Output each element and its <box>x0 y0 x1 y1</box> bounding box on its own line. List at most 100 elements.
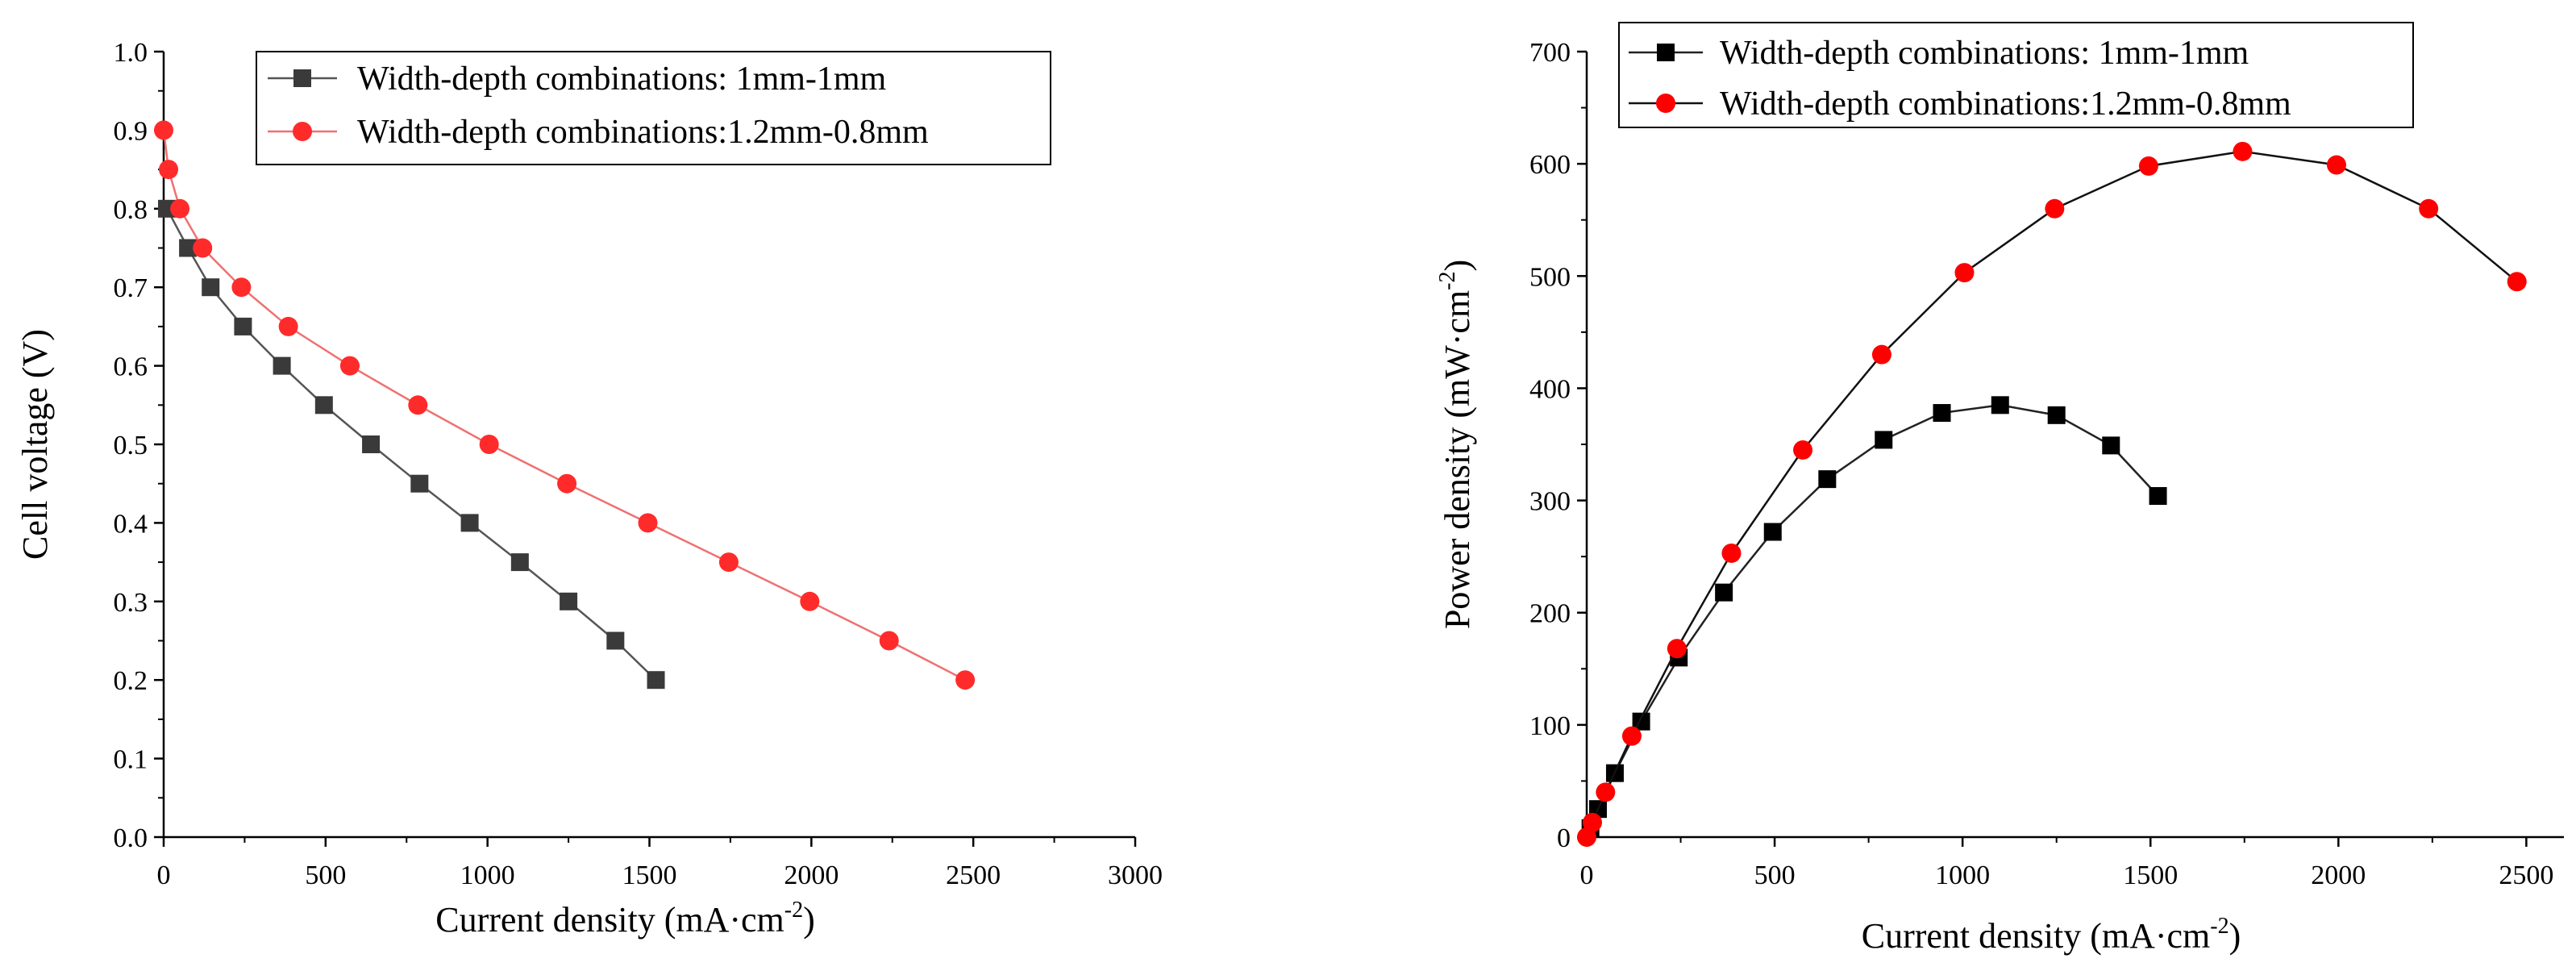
x-axis-title-tail: ) <box>803 900 815 940</box>
data-point-circle <box>2045 198 2065 219</box>
series-2 <box>1577 141 2527 847</box>
y-tick-label: 400 <box>1529 374 1571 404</box>
x-tick-label: 1000 <box>460 860 515 890</box>
data-point-circle <box>231 277 252 298</box>
legend-marker <box>293 69 311 87</box>
data-point-circle <box>278 316 298 336</box>
data-point-circle <box>1871 344 1891 365</box>
y-tick-label: 0.2 <box>114 666 148 696</box>
series-1 <box>1581 396 2167 837</box>
data-point-circle <box>557 473 577 494</box>
data-point-circle <box>1721 543 1742 563</box>
y-tick-label: 1.0 <box>114 38 148 68</box>
data-point-circle <box>2507 272 2527 292</box>
series-1 <box>158 199 665 690</box>
data-point-square <box>647 671 665 690</box>
data-point-circle <box>479 435 499 454</box>
data-point-square <box>1875 431 1893 449</box>
data-point-square <box>179 239 198 257</box>
data-point-square <box>510 553 529 572</box>
x-axis-title-main: Current density (mA·cm <box>435 900 784 940</box>
data-point-circle <box>1954 263 1975 283</box>
legend-box <box>1618 22 2414 128</box>
data-point-square <box>1991 396 2009 415</box>
data-point-square <box>606 631 625 650</box>
x-axis-title-sup: -2 <box>784 898 803 923</box>
y-tick-label: 200 <box>1529 599 1571 629</box>
data-point-circle <box>879 631 899 651</box>
legend-box <box>256 51 1051 165</box>
data-point-circle <box>2419 198 2439 219</box>
data-point-square <box>1763 523 1782 541</box>
y-tick-label: 0.7 <box>114 273 148 303</box>
y-tick-label: 0.0 <box>114 823 148 853</box>
y-tick-label: 100 <box>1529 711 1571 741</box>
data-point-circle <box>1621 726 1642 746</box>
data-point-circle <box>2326 155 2346 175</box>
y-axis-title-sup: -2 <box>1435 271 1460 290</box>
y-tick-label: 500 <box>1529 262 1571 292</box>
data-point-circle <box>1667 639 1687 659</box>
x-tick-label: 3000 <box>1108 860 1163 890</box>
data-point-circle <box>800 591 820 611</box>
y-axis-title-main: Cell voltage (V) <box>15 329 55 560</box>
legend-label: Width-depth combinations: 1mm-1mm <box>357 60 887 98</box>
x-tick-label: 2000 <box>2311 860 2366 890</box>
x-axis-title-main: Current density (mA·cm <box>1862 916 2211 956</box>
data-point-square <box>273 356 291 375</box>
legend-label: Width-depth combinations:1.2mm-0.8mm <box>357 114 929 151</box>
data-point-circle <box>955 670 976 690</box>
x-axis-title-sup: -2 <box>2210 914 2229 939</box>
data-point-circle <box>2233 141 2253 161</box>
y-tick-label: 0.9 <box>114 116 148 146</box>
x-axis-title-tail: ) <box>2229 916 2241 956</box>
data-point-circle <box>339 356 360 376</box>
data-point-square <box>2149 487 2167 506</box>
data-point-circle <box>1582 812 1602 832</box>
x-tick-label: 1000 <box>1935 860 1990 890</box>
legend: Width-depth combinations: 1mm-1mm Width-d… <box>1618 22 2414 128</box>
data-point-circle <box>193 238 213 258</box>
legend: Width-depth combinations: 1mm-1mm Width-d… <box>256 51 1051 165</box>
series-line <box>1585 150 2518 838</box>
data-point-circle <box>1577 827 1596 847</box>
data-point-square <box>560 592 578 610</box>
x-tick-label: 1500 <box>2123 860 2178 890</box>
legend-label: Width-depth combinations: 1mm-1mm <box>1720 35 2249 72</box>
data-point-square <box>2102 436 2120 455</box>
x-tick-label: 2500 <box>2499 860 2553 890</box>
legend-marker <box>293 122 312 141</box>
data-point-circle <box>159 160 179 180</box>
y-tick-label: 0 <box>1557 823 1571 853</box>
data-point-circle <box>638 513 658 533</box>
data-point-square <box>202 278 220 297</box>
x-tick-label: 0 <box>157 860 171 890</box>
series-2 <box>154 120 976 690</box>
y-tick-label: 600 <box>1529 150 1571 180</box>
data-point-circle <box>1793 440 1813 460</box>
data-point-circle <box>718 552 739 573</box>
data-point-circle <box>2138 156 2158 176</box>
data-point-circle <box>408 395 428 415</box>
x-tick-label: 0 <box>1580 860 1594 890</box>
y-tick-label: 300 <box>1529 487 1571 517</box>
y-axis-title-tail: ) <box>1438 260 1477 272</box>
x-tick-label: 500 <box>1754 860 1796 890</box>
y-tick-label: 0.4 <box>114 509 148 539</box>
y-tick-label: 0.5 <box>114 431 148 460</box>
data-point-square <box>2047 406 2066 424</box>
y-tick-label: 0.1 <box>114 745 148 775</box>
data-point-square <box>234 317 252 335</box>
y-axis-title: Cell voltage (V) <box>15 329 55 560</box>
x-axis-title: Current density (mA·cm-2) <box>1862 914 2241 956</box>
data-point-circle <box>154 120 173 140</box>
data-point-circle <box>1596 782 1616 802</box>
series-line <box>1589 404 2159 829</box>
y-tick-label: 0.8 <box>114 195 148 225</box>
chart-2: 0 500 1000 1500 2000 2500 0 100 200 300 400 500 600 7… <box>1435 22 2564 956</box>
legend-marker <box>1656 94 1675 113</box>
y-tick-label: 0.6 <box>114 352 148 382</box>
legend-marker <box>1657 44 1675 61</box>
y-axis-title-main: Power density (mW·cm <box>1438 290 1477 629</box>
